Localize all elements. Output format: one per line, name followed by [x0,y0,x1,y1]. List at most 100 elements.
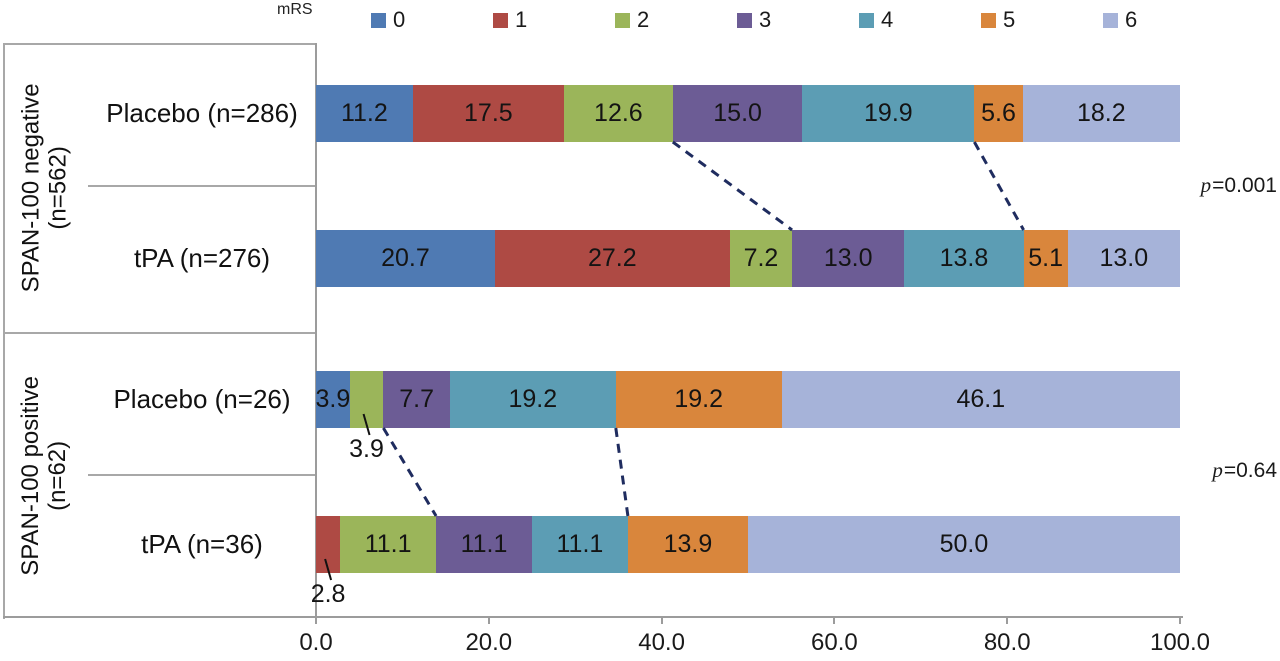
legend-swatch-icon [737,12,752,28]
legend-item-mrs-4: 4 [859,7,893,32]
bar-2-segment-mrs-4: 19.2 [449,371,616,428]
value-label: 46.1 [956,385,1006,413]
value-label: 20.7 [381,244,430,272]
y-axis-line [315,43,317,624]
value-label: 19.2 [508,385,558,413]
value-label: 13.8 [939,244,989,272]
value-label: 50.0 [939,530,989,558]
legend-item-mrs-0: 0 [371,7,405,32]
legend-item-mrs-2: 2 [615,7,650,32]
legend-swatch-icon [371,12,386,28]
value-label: 17.5 [464,99,513,127]
bar-0-segment-mrs-5: 5.6 [974,85,1023,142]
legend-item-mrs-3: 3 [737,7,772,32]
bar-1-segment-mrs-5: 5.1 [1023,230,1068,287]
x-axis-tick-label: 0.0 [299,629,333,656]
value-label: 19.2 [674,385,724,413]
bar-2-segment-mrs-2 [349,371,384,428]
legend-swatch-icon [1103,12,1118,28]
bar-1-segment-mrs-6: 13.0 [1067,230,1180,287]
bar-0-segment-mrs-3: 15.0 [672,85,803,142]
legend-swatch-icon [859,12,874,28]
bar-2-segment-mrs-6: 46.1 [781,371,1180,428]
x-axis-tick-label: 80.0 [983,629,1031,656]
value-label: 7.7 [399,385,435,413]
stacked-bar-3: 11.1 11.1 11.1 13.9 50.0 [316,516,1180,573]
p-value-text: =0.64 [1223,459,1277,482]
x-axis-tick-mark [660,617,663,624]
outside-value-label-bar-3: 2.8 [310,580,346,608]
value-label: 5.6 [981,99,1016,127]
legend-item-label: 1 [515,7,528,32]
bar-2-segment-mrs-3: 7.7 [383,371,450,428]
group-label-span100-positive: SPAN-100 positive (n=62) [3,334,87,617]
p-symbol: p [1200,173,1212,197]
stacked-bar-1: 20.7 27.2 7.2 13.0 13.8 5.1 13.0 [316,230,1180,287]
row-divider-negative-group [88,185,316,187]
bar-1-segment-mrs-1: 27.2 [494,230,730,287]
legend-swatch-icon [615,12,630,28]
bar-0-segment-mrs-4: 19.9 [802,85,975,142]
legend-item-mrs-6: 6 [1103,7,1138,32]
value-label: 19.9 [864,99,913,127]
value-label: 11.2 [340,99,388,127]
legend-item-mrs-5: 5 [981,7,1016,32]
p-symbol: p [1212,458,1223,482]
p-value-text: =0.001 [1212,174,1277,197]
row-label-1: tPA (n=276) [133,243,271,273]
legend-item-label: 6 [1125,7,1138,32]
bar-0-segment-mrs-2: 12.6 [563,85,673,142]
value-label: 27.2 [588,244,637,272]
bar-1-segment-mrs-0: 20.7 [316,230,495,287]
value-label: 15.0 [713,99,762,127]
x-axis-tick-mark [833,617,836,624]
legend-item-label: 5 [1003,7,1016,32]
bar-1-segment-mrs-2: 7.2 [729,230,793,287]
bar-0-segment-mrs-6: 18.2 [1022,85,1180,142]
p-value-negative-group: p=0.001 [1150,173,1277,198]
x-axis-tick-mark [1179,617,1181,624]
value-label: 11.1 [460,530,508,558]
stacked-bar-2: 3.9 7.7 19.2 19.2 46.1 [315,371,1180,428]
bar-0-segment-mrs-0: 11.2 [316,85,413,142]
bar-0-segment-mrs-1: 17.5 [412,85,564,142]
bar-3-segment-mrs-5: 13.9 [627,516,748,573]
group-label-line2: (n=62) [44,440,71,511]
x-axis-tick-label: 20.0 [465,629,513,656]
legend-swatch-icon [493,12,508,28]
bar-3-segment-mrs-6: 50.0 [747,516,1180,573]
bar-2-segment-mrs-0: 3.9 [315,371,351,428]
row-label-0: Placebo (n=286) [106,98,298,128]
value-label: 11.1 [556,530,604,558]
bar-3-segment-mrs-3: 11.1 [436,516,532,573]
value-label: 11.1 [364,530,412,558]
dashed-connector-line-1 [973,141,1025,231]
group-label-text: SPAN-100 positive (n=62) [17,375,72,576]
group-label-line2: (n=562) [44,146,72,230]
x-axis-tick-mark [1006,617,1009,624]
x-axis-tick-mark [315,617,317,624]
bar-2-segment-mrs-5: 19.2 [615,371,782,428]
legend-item-label: 3 [759,7,772,32]
value-label: 13.0 [823,244,873,272]
legend-title: mRS [277,1,313,18]
value-label: 13.9 [663,530,713,558]
outside-value-label-bar-2: 3.9 [349,435,384,463]
bar-3-segment-mrs-2: 11.1 [340,516,437,573]
x-axis-line [3,616,1183,618]
bar-1-segment-mrs-3: 13.0 [792,230,905,287]
value-label: 7.2 [743,244,779,272]
group-label-text: SPAN-100 negative (n=562) [17,83,72,293]
bar-3-segment-mrs-1 [316,516,341,573]
label-box-left-border [3,43,5,619]
stacked-bar-0: 11.2 17.5 12.6 15.0 19.9 5.6 18.2 [316,85,1180,142]
value-label: 12.6 [594,99,643,127]
group-label-line1: SPAN-100 positive [17,375,45,576]
legend-item-label: 2 [637,7,650,32]
group-divider-line [3,332,317,334]
legend-swatch-icon [981,12,996,28]
group-label-line1: SPAN-100 negative [17,83,45,293]
value-label: 3.9 [315,385,351,413]
x-axis-tick-label: 60.0 [811,629,858,656]
